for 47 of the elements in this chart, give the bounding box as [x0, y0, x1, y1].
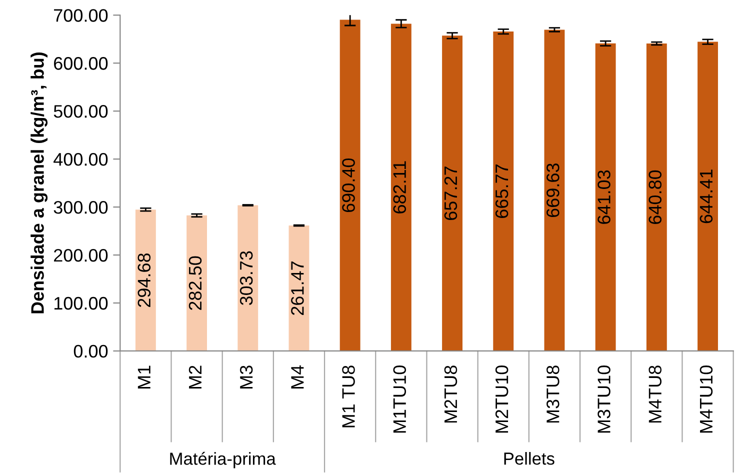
- x-tick-label: M2TU8: [444, 366, 458, 423]
- bar: [646, 44, 667, 351]
- y-tick-label: 400.00: [54, 153, 108, 166]
- data-label: 644.41: [700, 170, 713, 224]
- data-label: 665.77: [495, 164, 508, 218]
- x-tick-label: M4TU10: [700, 366, 713, 433]
- x-tick-label: M1 TU8: [342, 366, 355, 428]
- data-label: 261.47: [291, 262, 304, 315]
- bar: [288, 226, 310, 351]
- y-axis-title: Densidade a granel (kg/m³, bu): [30, 52, 48, 314]
- data-label: 682.11: [393, 161, 406, 214]
- x-tick-label: M1: [138, 366, 150, 388]
- x-tick-label: M4TU8: [648, 366, 662, 423]
- y-tick-label: 500.00: [54, 105, 108, 118]
- y-tick-label: 600.00: [54, 57, 108, 70]
- bar: [238, 205, 258, 351]
- text: Matéria-prima: [170, 452, 276, 468]
- text: Pellets: [504, 452, 554, 465]
- data-label: 282.50: [188, 256, 202, 310]
- y-tick-label: 100.00: [54, 296, 108, 310]
- data-label: 690.40: [342, 158, 355, 212]
- data-label: 657.27: [444, 166, 458, 220]
- x-tick-label: M4: [291, 365, 304, 388]
- y-tick-label: 0.00: [74, 344, 108, 358]
- x-tick-label: M2: [188, 366, 202, 388]
- x-tick-label: M2TU10: [495, 366, 508, 433]
- data-label: 294.68: [138, 253, 151, 307]
- data-label: 669.63: [546, 164, 560, 218]
- bar: [595, 43, 616, 351]
- bar: [698, 42, 718, 351]
- y-tick-label: 200.00: [54, 248, 108, 262]
- y-tick-label: 700.00: [54, 9, 108, 22]
- bar: [135, 210, 156, 351]
- y-tick-label: 300.00: [54, 200, 108, 214]
- bar: [340, 20, 360, 351]
- data-label: 641.03: [598, 170, 610, 224]
- bar: [390, 24, 412, 351]
- bar: [186, 215, 207, 351]
- x-tick-label: M3TU10: [598, 366, 610, 433]
- bar: [544, 30, 565, 351]
- x-tick-label: M1TU10: [393, 366, 406, 433]
- data-label: 303.73: [240, 251, 253, 306]
- bar: [493, 32, 514, 351]
- data-label: 640.80: [648, 170, 662, 224]
- bar: [442, 36, 462, 351]
- x-tick-label: M3TU8: [546, 366, 560, 423]
- x-tick-label: M3: [240, 366, 253, 388]
